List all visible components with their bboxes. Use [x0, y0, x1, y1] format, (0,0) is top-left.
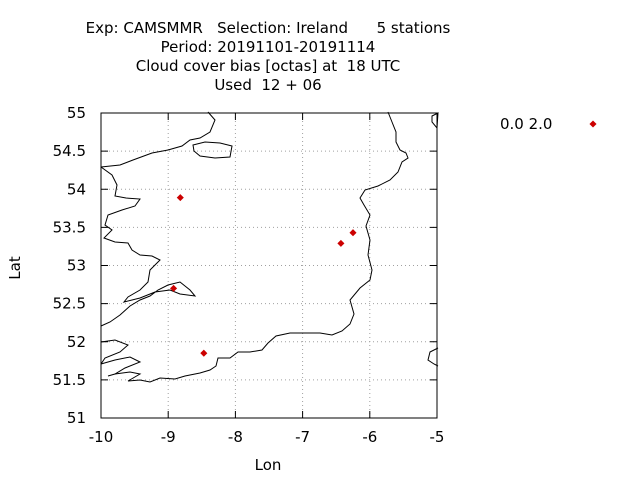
axis-ticks — [100, 112, 438, 419]
y-tick-label: 55 — [67, 104, 86, 122]
y-axis-tick-labels: 51 51.5 52 52.5 53 53.5 54 54.5 55 — [53, 104, 86, 427]
coastline-north — [100, 111, 216, 168]
x-tick-label: -6 — [362, 428, 377, 446]
x-axis-tick-labels: -10 -9 -8 -7 -6 -5 — [89, 428, 445, 446]
coastline-south-west-3 — [114, 111, 409, 383]
title-line-3: Cloud cover bias [octas] at 18 UTC — [136, 57, 401, 75]
y-tick-label: 52.5 — [53, 295, 86, 313]
coastline-south-west — [100, 339, 129, 365]
station-points — [170, 194, 357, 357]
y-axis-label: Lat — [6, 256, 24, 280]
station-point — [200, 349, 208, 357]
y-tick-label: 53.5 — [53, 218, 86, 236]
y-tick-label: 51.5 — [53, 371, 86, 389]
chart-title: Exp: CAMSMMR Selection: Ireland 5 statio… — [86, 19, 451, 94]
coastline-west — [100, 166, 197, 327]
x-tick-label: -8 — [228, 428, 243, 446]
title-line-1: Exp: CAMSMMR Selection: Ireland 5 statio… — [86, 19, 451, 37]
station-point — [349, 229, 357, 237]
x-tick-label: -9 — [161, 428, 176, 446]
coastline-britain-south — [427, 347, 439, 367]
y-tick-label: 53 — [67, 257, 86, 275]
coastline — [100, 111, 439, 383]
x-tick-label: -7 — [295, 428, 310, 446]
x-tick-label: -10 — [89, 428, 114, 446]
title-line-4: Used 12 + 06 — [214, 76, 321, 94]
y-tick-label: 52 — [67, 333, 86, 351]
station-point — [176, 194, 184, 202]
legend-marker — [589, 120, 597, 128]
title-line-2: Period: 20191101-20191114 — [161, 38, 376, 56]
grid-lines — [101, 113, 437, 418]
x-axis-label: Lon — [255, 456, 282, 474]
x-tick-label: -5 — [430, 428, 445, 446]
legend-label: 0.0 2.0 — [500, 115, 552, 133]
coastline-north-east — [192, 141, 233, 159]
y-tick-label: 51 — [67, 409, 86, 427]
y-tick-label: 54.5 — [53, 142, 86, 160]
station-point — [337, 239, 345, 247]
y-tick-label: 54 — [67, 180, 86, 198]
legend: 0.0 2.0 — [500, 115, 597, 133]
station-point — [170, 284, 178, 292]
